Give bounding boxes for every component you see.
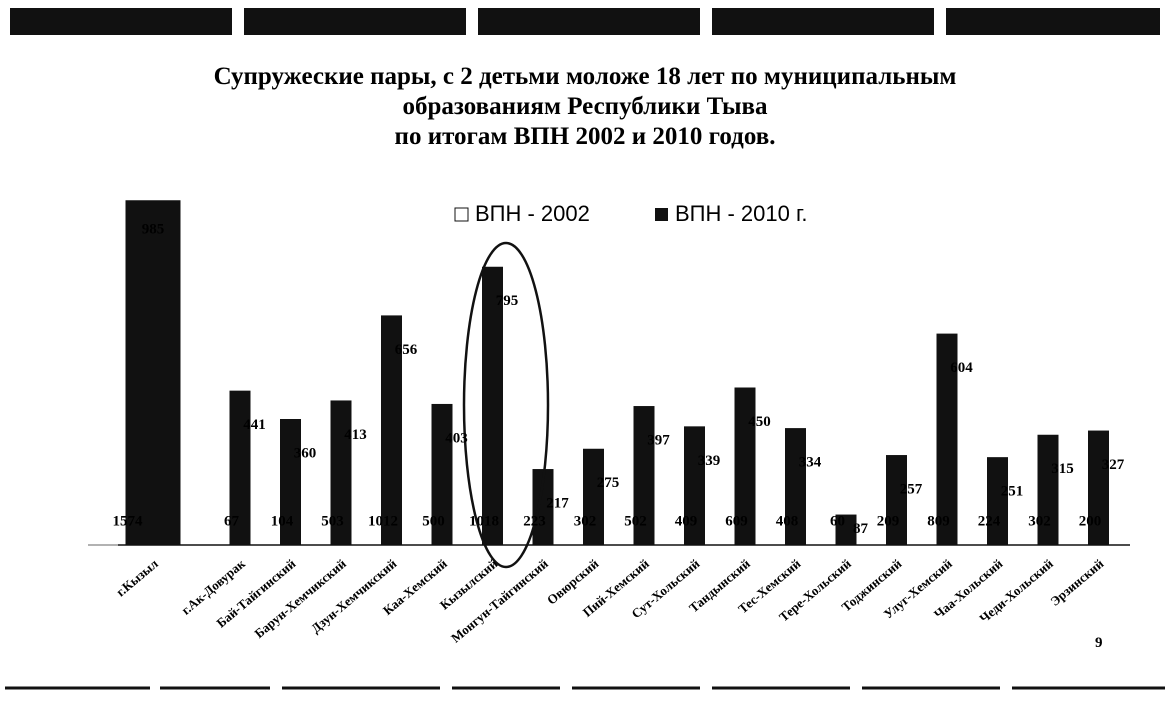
bar: [280, 419, 301, 545]
bar: [713, 331, 735, 545]
bar: [1016, 439, 1038, 545]
bar: [125, 200, 181, 545]
data-label: 409: [675, 513, 698, 529]
data-label: 397: [647, 432, 670, 448]
chart-title: по итогам ВПН 2002 и 2010 годов.: [395, 123, 776, 150]
bar: [734, 387, 756, 545]
x-tick-label: Барун-Хемчикский: [251, 555, 349, 641]
legend-swatch: [454, 207, 469, 222]
bar: [915, 261, 937, 545]
data-label: 302: [574, 513, 597, 529]
bar: [511, 466, 533, 545]
data-label: 408: [776, 513, 799, 529]
bar: [764, 402, 785, 545]
legend-swatch: [655, 208, 668, 221]
top-decoration: [10, 8, 1160, 35]
bar: [410, 370, 432, 545]
data-label: 87: [853, 521, 869, 537]
bar: [562, 439, 583, 545]
data-label: 257: [900, 481, 923, 497]
data-label: 795: [496, 293, 519, 309]
data-label: 67: [224, 513, 240, 529]
data-label: 604: [950, 360, 973, 376]
data-label: 609: [725, 513, 748, 529]
bar: [532, 469, 554, 545]
data-label: 275: [597, 475, 620, 491]
bar: [1037, 434, 1059, 545]
bar: [259, 508, 280, 545]
data-label: 1574: [113, 513, 144, 529]
bar: [381, 315, 402, 545]
bar: [612, 369, 634, 545]
bar: [785, 428, 806, 545]
data-label: 60: [830, 513, 845, 529]
bar: [987, 457, 1008, 545]
data-label: 224: [978, 513, 1001, 529]
bar: [1067, 475, 1088, 545]
data-label: 327: [1102, 457, 1125, 473]
bar: [835, 514, 857, 545]
data-label: 656: [395, 342, 418, 358]
bar: [431, 403, 453, 545]
data-label: 503: [321, 513, 344, 529]
plot-area: [80, 190, 1109, 546]
data-label: 217: [546, 495, 569, 511]
bar: [80, 190, 126, 546]
bar: [814, 524, 836, 545]
bar: [966, 466, 987, 545]
bar: [208, 521, 230, 545]
x-tick-label: г.Кызыл: [113, 556, 161, 600]
x-tick-label: Дзун-Хемчикский: [308, 555, 400, 635]
x-tick-label: Монгун-Тайгинский: [448, 555, 551, 645]
x-tick-label: Эрзинский: [1047, 555, 1107, 608]
bar: [309, 368, 331, 545]
bar: [482, 266, 503, 545]
bar: [583, 448, 604, 545]
bar: [865, 471, 886, 545]
chart-title: Супружеские пары, с 2 детьми моложе 18 л…: [214, 63, 957, 90]
data-label: 334: [799, 455, 822, 471]
data-label: 450: [748, 414, 771, 430]
bar: [936, 333, 958, 545]
bar: [684, 426, 705, 545]
data-label: 339: [698, 453, 721, 469]
page-number: 9: [1095, 635, 1103, 651]
data-label: 809: [927, 513, 950, 529]
data-label: 200: [1079, 513, 1102, 529]
data-label: 403: [445, 430, 468, 446]
data-label: 223: [523, 513, 546, 529]
bar: [330, 400, 352, 545]
data-label: 985: [142, 222, 165, 238]
bar: [663, 401, 684, 545]
chart-title: образованиям Республики Тыва: [402, 93, 768, 120]
data-label: 500: [422, 513, 445, 529]
legend-label: ВПН - 2010 г.: [675, 201, 807, 226]
data-label: 251: [1001, 484, 1024, 500]
data-label: 104: [271, 513, 294, 529]
highlight-ellipse: [462, 241, 550, 569]
data-label: 441: [243, 417, 266, 433]
bar: [360, 190, 381, 546]
data-label: 502: [624, 513, 647, 529]
data-label: 1018: [469, 513, 499, 529]
data-label: 209: [877, 513, 900, 529]
bar: [229, 390, 251, 545]
data-label: 413: [344, 427, 367, 443]
bar: [1088, 430, 1109, 545]
legend-label: ВПН - 2002: [475, 201, 590, 226]
data-label: 360: [294, 445, 317, 461]
data-label: 315: [1051, 461, 1074, 477]
data-label: 302: [1028, 513, 1051, 529]
bar: [633, 406, 655, 545]
bar: [886, 455, 907, 545]
data-label: 1012: [368, 513, 398, 529]
